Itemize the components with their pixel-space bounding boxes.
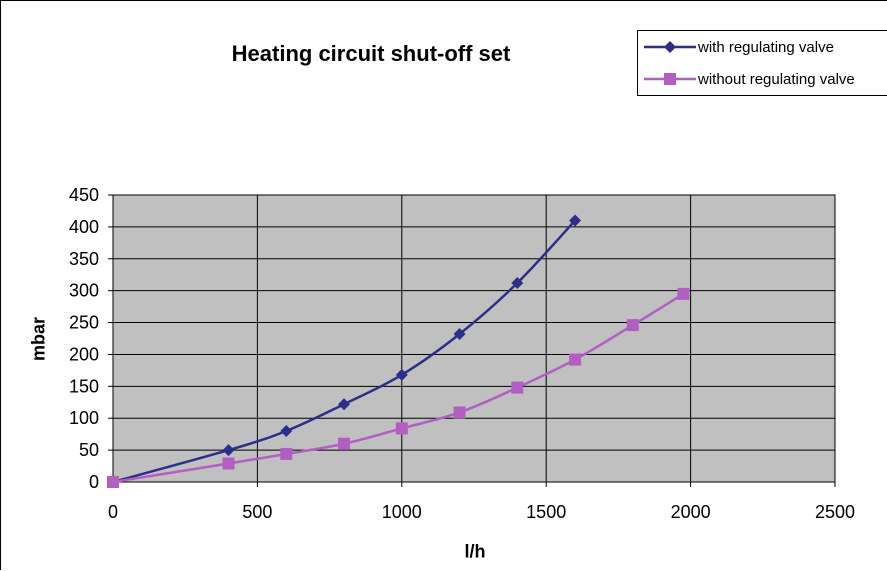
y-tick-label: 250 bbox=[69, 313, 99, 333]
data-point-square bbox=[222, 457, 235, 470]
data-point-diamond bbox=[453, 328, 466, 341]
data-point-square bbox=[453, 406, 466, 419]
data-point-diamond bbox=[338, 398, 351, 411]
x-axis-title: l/h bbox=[464, 541, 486, 562]
data-point-diamond bbox=[222, 444, 235, 457]
chart-title: Heating circuit shut-off set bbox=[231, 41, 511, 66]
legend-label-series-2: without regulating valve bbox=[698, 70, 855, 88]
y-tick-label: 200 bbox=[69, 344, 99, 364]
data-point-diamond bbox=[569, 214, 582, 227]
data-point-square bbox=[511, 381, 524, 394]
data-point-square bbox=[107, 476, 119, 488]
x-tick-label: 500 bbox=[242, 502, 272, 522]
y-tick-label: 100 bbox=[69, 408, 99, 428]
data-point-diamond bbox=[395, 368, 408, 381]
x-tick-label: 2500 bbox=[815, 502, 855, 522]
data-point-square bbox=[338, 437, 351, 450]
y-tick-label: 300 bbox=[69, 281, 99, 301]
legend-marker-square-icon bbox=[644, 73, 696, 85]
x-tick-label: 1000 bbox=[382, 502, 422, 522]
y-tick-label: 150 bbox=[69, 376, 99, 396]
legend-marker-diamond-icon bbox=[644, 41, 696, 53]
plot-background bbox=[113, 195, 835, 482]
data-point-square bbox=[626, 319, 639, 332]
y-tick-label: 0 bbox=[89, 472, 99, 492]
data-point-square bbox=[395, 422, 408, 435]
legend-entry-series-2: without regulating valve bbox=[644, 69, 855, 89]
legend-entry-series-1: with regulating valve bbox=[644, 37, 834, 57]
data-point-square bbox=[280, 447, 293, 460]
y-tick-label: 450 bbox=[69, 185, 99, 205]
data-point-diamond bbox=[511, 277, 524, 290]
data-point-square bbox=[569, 353, 582, 366]
x-tick-label: 0 bbox=[108, 502, 118, 522]
legend: with regulating valve without regulating… bbox=[637, 30, 887, 96]
x-tick-label: 2000 bbox=[671, 502, 711, 522]
x-tick-label: 1500 bbox=[526, 502, 566, 522]
y-axis-title: mbar bbox=[28, 316, 49, 362]
plot-border bbox=[112, 194, 836, 483]
series-line-2 bbox=[112, 292, 685, 484]
y-tick-label: 50 bbox=[79, 440, 99, 460]
y-tick-label: 350 bbox=[69, 249, 99, 269]
legend-label-series-1: with regulating valve bbox=[698, 38, 834, 56]
data-point-square bbox=[677, 287, 690, 300]
y-tick-label: 400 bbox=[69, 217, 99, 237]
data-point-diamond bbox=[280, 424, 293, 437]
